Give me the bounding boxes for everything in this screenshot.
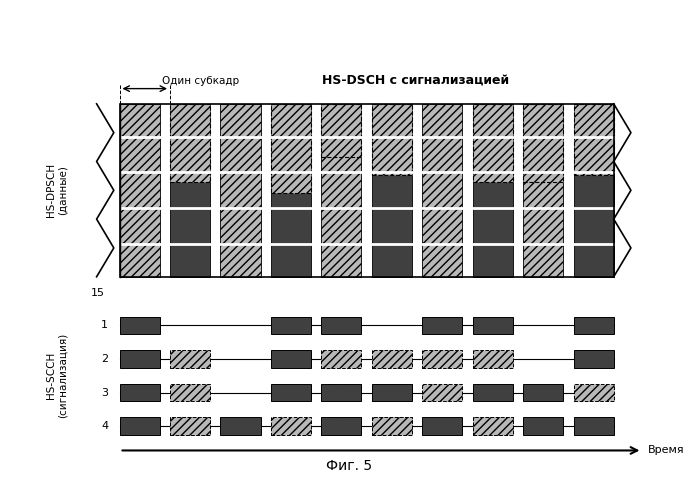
Bar: [372, 384, 412, 401]
Bar: [422, 350, 462, 368]
Bar: [372, 350, 412, 368]
Bar: [170, 104, 210, 277]
Bar: [170, 417, 210, 435]
Text: Время: Время: [648, 445, 685, 455]
Bar: [170, 384, 210, 401]
Bar: [120, 417, 159, 435]
Bar: [271, 104, 311, 193]
Bar: [271, 350, 311, 368]
Bar: [170, 104, 210, 182]
Bar: [422, 384, 462, 401]
Text: 3: 3: [101, 387, 108, 398]
Bar: [322, 104, 361, 277]
Bar: [120, 317, 159, 334]
Bar: [574, 104, 614, 175]
Bar: [574, 384, 614, 401]
Bar: [473, 417, 513, 435]
Bar: [473, 417, 513, 435]
Text: HS-DSCH с сигнализацией: HS-DSCH с сигнализацией: [322, 73, 510, 86]
Bar: [523, 104, 563, 277]
Bar: [422, 417, 462, 435]
Bar: [422, 317, 462, 334]
Text: Фиг. 5: Фиг. 5: [326, 459, 373, 473]
Bar: [271, 317, 311, 334]
Bar: [574, 317, 614, 334]
Bar: [372, 104, 412, 175]
Bar: [120, 104, 614, 277]
Bar: [523, 384, 563, 401]
Bar: [473, 104, 513, 182]
Text: 15: 15: [91, 288, 105, 298]
Bar: [220, 417, 261, 435]
Bar: [473, 350, 513, 368]
Bar: [120, 350, 159, 368]
Bar: [120, 104, 159, 277]
Text: 4: 4: [101, 421, 108, 431]
Text: Один субкадр: Один субкадр: [162, 76, 239, 86]
Bar: [422, 104, 462, 277]
Bar: [322, 104, 361, 157]
Text: 1: 1: [101, 320, 108, 330]
Bar: [473, 317, 513, 334]
Bar: [322, 317, 361, 334]
Text: 2: 2: [101, 354, 108, 364]
Bar: [473, 384, 513, 401]
Bar: [322, 417, 361, 435]
Bar: [372, 417, 412, 435]
Bar: [473, 104, 513, 277]
Bar: [523, 417, 563, 435]
Bar: [574, 104, 614, 277]
Bar: [271, 417, 311, 435]
Bar: [170, 417, 210, 435]
Bar: [372, 104, 412, 277]
Bar: [170, 350, 210, 368]
Text: HS-SCCH
(сигнализация): HS-SCCH (сигнализация): [45, 333, 67, 418]
Bar: [372, 384, 412, 401]
Bar: [574, 417, 614, 435]
Bar: [271, 384, 311, 401]
Text: HS-DPSCH
(данные): HS-DPSCH (данные): [45, 163, 67, 217]
Bar: [574, 350, 614, 368]
Bar: [372, 417, 412, 435]
Bar: [322, 350, 361, 368]
Bar: [523, 104, 563, 182]
Bar: [271, 104, 311, 277]
Bar: [322, 384, 361, 401]
Bar: [220, 104, 261, 277]
Bar: [322, 417, 361, 435]
Bar: [120, 384, 159, 401]
Bar: [322, 384, 361, 401]
